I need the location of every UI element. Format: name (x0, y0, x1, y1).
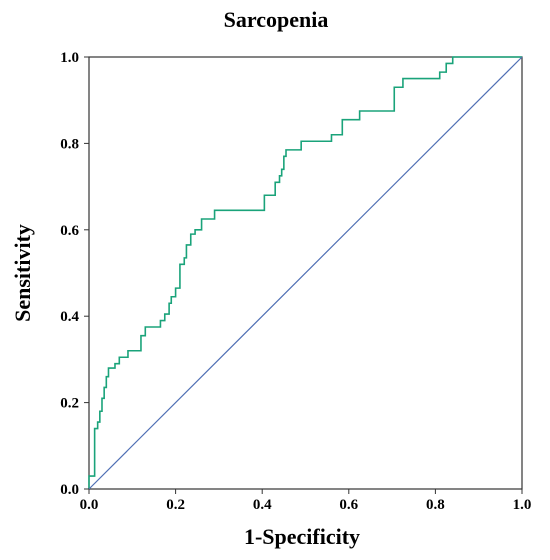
x-tick-label: 1.0 (513, 497, 532, 513)
x-tick-label: 0.6 (339, 497, 358, 513)
x-tick-label: 0.2 (166, 497, 185, 513)
y-tick-label: 0.4 (60, 309, 79, 325)
y-tick-label: 0.2 (60, 396, 79, 412)
reference-diagonal-line (88, 56, 523, 490)
plot-area (88, 56, 523, 490)
x-axis-label: 1-Specificity (244, 524, 360, 549)
roc-curve-line (88, 56, 522, 489)
y-axis-label: Sensitivity (10, 224, 35, 322)
x-tick-label: 0.0 (80, 497, 99, 513)
y-tick-label: 0.0 (60, 482, 79, 498)
y-tick-label: 0.8 (60, 136, 79, 152)
y-tick-label: 1.0 (60, 50, 79, 66)
axis-ticks: 0.0 0.2 0.4 0.6 0.8 1.0 0.0 0.2 0.4 0.6 0.8 1.0 (60, 50, 531, 513)
y-tick-label: 0.6 (60, 223, 79, 239)
x-tick-label: 0.8 (426, 497, 445, 513)
plot-frame (88, 56, 523, 490)
chart-title: Sarcopenia (224, 7, 329, 32)
x-tick-label: 0.4 (253, 497, 272, 513)
